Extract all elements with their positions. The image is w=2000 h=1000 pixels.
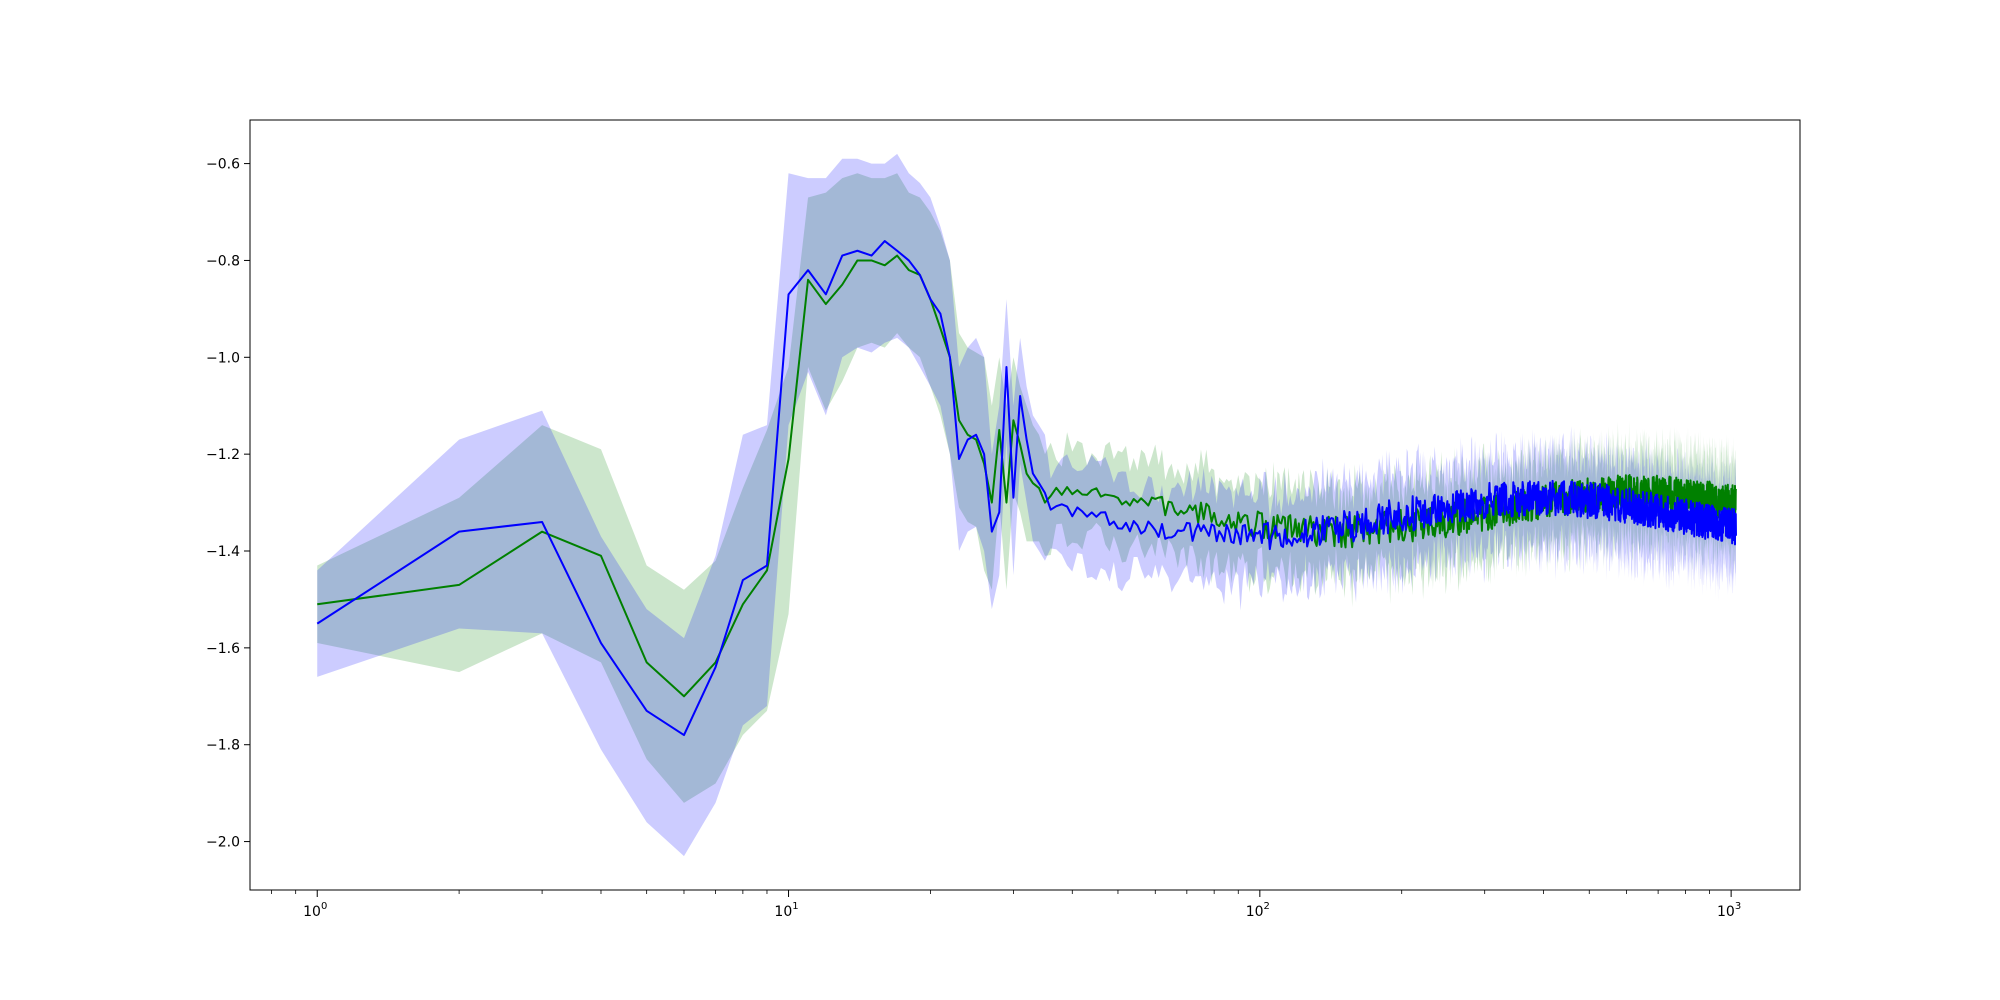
y-tick-label: −1.4 (206, 544, 240, 560)
confidence-bands (317, 153, 1736, 857)
y-tick-label: −0.6 (206, 157, 240, 173)
series-lines (316, 240, 1737, 737)
x-tick-exponent: 3 (1735, 901, 1741, 912)
plot-area-frame (249, 119, 1801, 891)
y-tick-label: −1.6 (206, 641, 240, 657)
y-tick-label: −1.2 (206, 447, 240, 463)
y-tick-label: −0.8 (206, 253, 240, 269)
y-tick-label: −1.8 (206, 738, 240, 754)
x-tick-exponent: 2 (1264, 901, 1270, 912)
y-tick-label: −2.0 (206, 835, 240, 851)
y-tick-label: −1.0 (206, 350, 240, 366)
line-series-2 (316, 240, 1737, 737)
band-series-1 (317, 173, 1736, 803)
band-series-2 (317, 153, 1736, 857)
x-tick-exponent: 1 (792, 901, 798, 912)
x-tick-exponent: 0 (321, 901, 327, 912)
